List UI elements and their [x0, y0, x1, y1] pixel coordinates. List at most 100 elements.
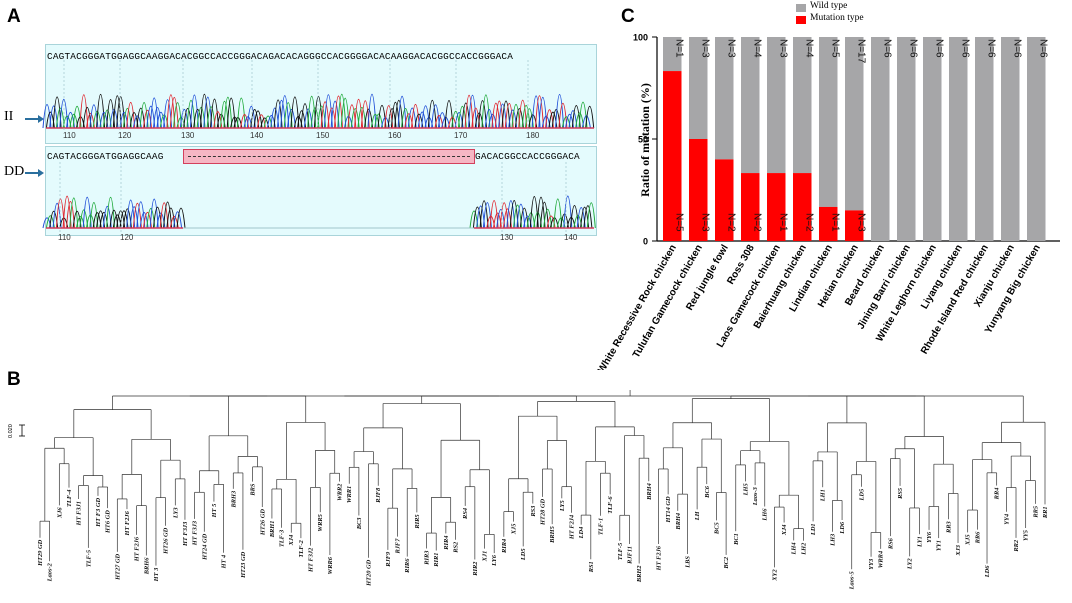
- tree-leaf-label: LH2: [800, 542, 807, 556]
- trace-peak-ii: [126, 102, 136, 129]
- tree-leaf-label: LD5: [858, 488, 865, 502]
- tree-leaf-label: RJF8: [375, 487, 382, 504]
- tree-leaf-label: HT 3: [153, 567, 160, 582]
- bar-label-wild: N=3: [699, 39, 710, 58]
- bar-label-mutation: N=1: [777, 213, 788, 232]
- trace-peak-ii: [313, 95, 323, 129]
- tree-leaf-label: RIR2: [472, 561, 479, 577]
- tree-leaf-label: HT F3 GD: [95, 498, 102, 528]
- trace-peak-ii: [189, 94, 199, 129]
- tree-leaf-label: HT 5: [211, 503, 218, 518]
- bar-label-wild: N=1: [673, 39, 684, 58]
- tree-leaf-label: HT F3J3: [182, 521, 189, 547]
- trace-peak-ii: [116, 96, 126, 129]
- tree-leaf-label: Laos-3: [752, 486, 759, 506]
- tree-leaf-label: HT28 GD: [540, 498, 547, 525]
- tree-leaf-label: TLF-6: [607, 496, 614, 514]
- tick-label: 110: [63, 131, 76, 140]
- tree-leaf-label: LY6: [491, 554, 498, 567]
- trace-peak-ii: [223, 96, 233, 129]
- tick-label: 130: [500, 233, 514, 242]
- trace-peak-dd: [479, 200, 489, 229]
- bar-wild-type: [767, 37, 786, 174]
- tree-leaf-label: RR2: [1013, 539, 1020, 553]
- tree-leaf-label: TLF-5: [85, 549, 92, 567]
- trace-peak-dd: [583, 205, 593, 229]
- trace-peak-ii: [558, 103, 568, 129]
- bar-wild-type: [741, 37, 760, 174]
- trace-peak-ii: [535, 95, 544, 129]
- y-tick-label: 0: [643, 237, 648, 247]
- bar-wild-type: [975, 37, 994, 241]
- trace-peak-ii: [444, 100, 454, 129]
- tick-label: 110: [58, 233, 71, 242]
- tick-label: 140: [564, 233, 578, 242]
- bar-wild-type: [663, 37, 682, 72]
- tree-leaf-label: HT14 GD: [665, 496, 672, 523]
- trace-peak-dd: [149, 198, 159, 229]
- legend-label-mutation: Mutation type: [810, 13, 864, 23]
- bar-label-wild: N=5: [829, 39, 840, 58]
- tree-leaf-label: HT20 GD: [366, 559, 373, 586]
- tree-leaf-label: HT23 GD: [240, 551, 247, 578]
- bar-mutation-type: [845, 210, 864, 241]
- tree-leaf-label: LY2: [907, 558, 914, 571]
- tick-label: 180: [526, 131, 540, 140]
- tree-leaf-label: BC6: [704, 485, 711, 499]
- tree-leaf-label: BRS: [250, 483, 257, 497]
- tree-leaf-label: BC5: [713, 522, 720, 536]
- trace-peak-ii: [253, 110, 263, 129]
- trace-peak-dd: [543, 208, 553, 229]
- tree-leaf-label: XJ5: [965, 534, 972, 546]
- tree-leaf-label: LD5: [520, 548, 527, 562]
- bar-mutation-type: [793, 173, 812, 241]
- tree-leaf-label: LH5: [742, 483, 749, 497]
- tree-leaf-label: HT27 GD: [114, 553, 121, 580]
- bar-mutation-type: [819, 206, 838, 241]
- trace-peak-ii: [581, 115, 591, 129]
- trace-peak-ii: [427, 100, 437, 129]
- trace-peak-dd: [539, 201, 549, 229]
- tree-leaf-label: Laos-5: [849, 570, 856, 590]
- tick-label: 120: [118, 131, 132, 140]
- bar-mutation-type: [715, 159, 734, 241]
- arrow-ii-icon: [25, 115, 44, 123]
- trace-peak-ii: [397, 95, 407, 129]
- tick-label: 130: [181, 131, 195, 140]
- tree-leaf-label: HT 4: [221, 555, 228, 570]
- bar-mutation-type: [689, 139, 708, 241]
- trace-peak-dd: [52, 203, 62, 229]
- tree-leaf-label: LD1: [810, 523, 817, 536]
- chromatogram-traces: [42, 60, 596, 232]
- trace-peak-ii: [337, 93, 347, 129]
- bar-mutation-type: [663, 71, 682, 242]
- tree-leaf-label: HT F2J6: [655, 545, 662, 571]
- tree-leaf-label: BRH1: [269, 521, 276, 539]
- tree-leaf-label: HT24 GD: [201, 533, 208, 560]
- tree-leaf-label: RIR1: [433, 553, 440, 568]
- bar-wild-type: [1027, 37, 1046, 241]
- bar-label-mutation: N=2: [803, 213, 814, 232]
- trace-peak-ii: [501, 100, 511, 129]
- scale-bar-label: 0.020: [8, 424, 14, 438]
- trace-peak-ii: [323, 94, 333, 129]
- tree-leaf-label: TLF-1: [597, 518, 604, 535]
- trace-peak-ii: [394, 100, 404, 129]
- trace-peak-ii: [55, 107, 65, 129]
- y-tick-label: 100: [633, 33, 648, 43]
- trace-peak-ii: [478, 100, 487, 129]
- tree-leaf-label: YY5: [1023, 529, 1030, 541]
- tree-leaf-label: BC2: [723, 556, 730, 570]
- deletion-dash-line: [188, 156, 470, 157]
- bar-label-wild: N=6: [959, 39, 970, 58]
- tree-leaf-label: XJ1: [482, 551, 489, 563]
- bar-wild-type: [1001, 37, 1020, 241]
- bar-wild-type: [819, 37, 838, 207]
- bar-label-mutation: N=3: [699, 213, 710, 232]
- tree-leaf-label: HT F2J6: [124, 510, 131, 536]
- tree-leaf-label: YY1: [936, 540, 943, 551]
- tree-leaf-label: LH6: [762, 508, 769, 522]
- tree-leaf-label: TLF-3: [279, 529, 286, 547]
- tree-leaf-label: BC3: [356, 517, 363, 531]
